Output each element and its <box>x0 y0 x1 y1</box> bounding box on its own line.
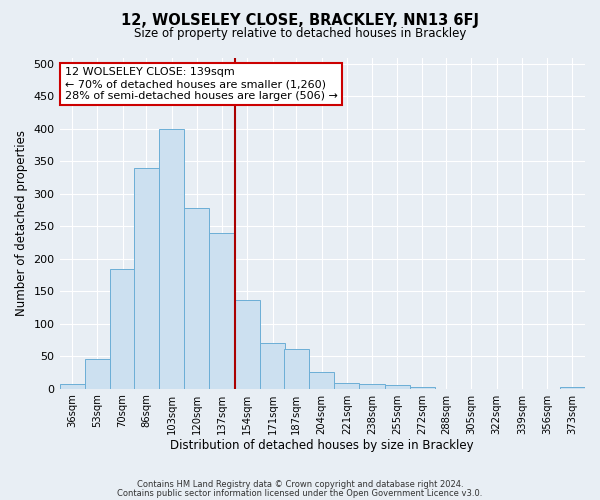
Bar <box>334 383 359 388</box>
Text: 12 WOLSELEY CLOSE: 139sqm
← 70% of detached houses are smaller (1,260)
28% of se: 12 WOLSELEY CLOSE: 139sqm ← 70% of detac… <box>65 68 338 100</box>
Bar <box>159 129 184 388</box>
Bar <box>110 269 135 388</box>
Bar <box>560 387 585 388</box>
Bar <box>359 384 385 388</box>
Y-axis label: Number of detached properties: Number of detached properties <box>15 130 28 316</box>
Bar <box>235 300 260 388</box>
Text: Contains HM Land Registry data © Crown copyright and database right 2024.: Contains HM Land Registry data © Crown c… <box>137 480 463 489</box>
Text: Contains public sector information licensed under the Open Government Licence v3: Contains public sector information licen… <box>118 489 482 498</box>
X-axis label: Distribution of detached houses by size in Brackley: Distribution of detached houses by size … <box>170 440 474 452</box>
Bar <box>134 168 159 388</box>
Bar <box>260 343 285 388</box>
Bar <box>385 386 410 388</box>
Bar <box>209 233 235 388</box>
Bar <box>85 359 110 388</box>
Bar <box>59 384 85 388</box>
Text: 12, WOLSELEY CLOSE, BRACKLEY, NN13 6FJ: 12, WOLSELEY CLOSE, BRACKLEY, NN13 6FJ <box>121 12 479 28</box>
Bar <box>184 208 209 388</box>
Bar <box>284 349 309 389</box>
Bar <box>410 387 435 388</box>
Bar <box>309 372 334 388</box>
Text: Size of property relative to detached houses in Brackley: Size of property relative to detached ho… <box>134 28 466 40</box>
